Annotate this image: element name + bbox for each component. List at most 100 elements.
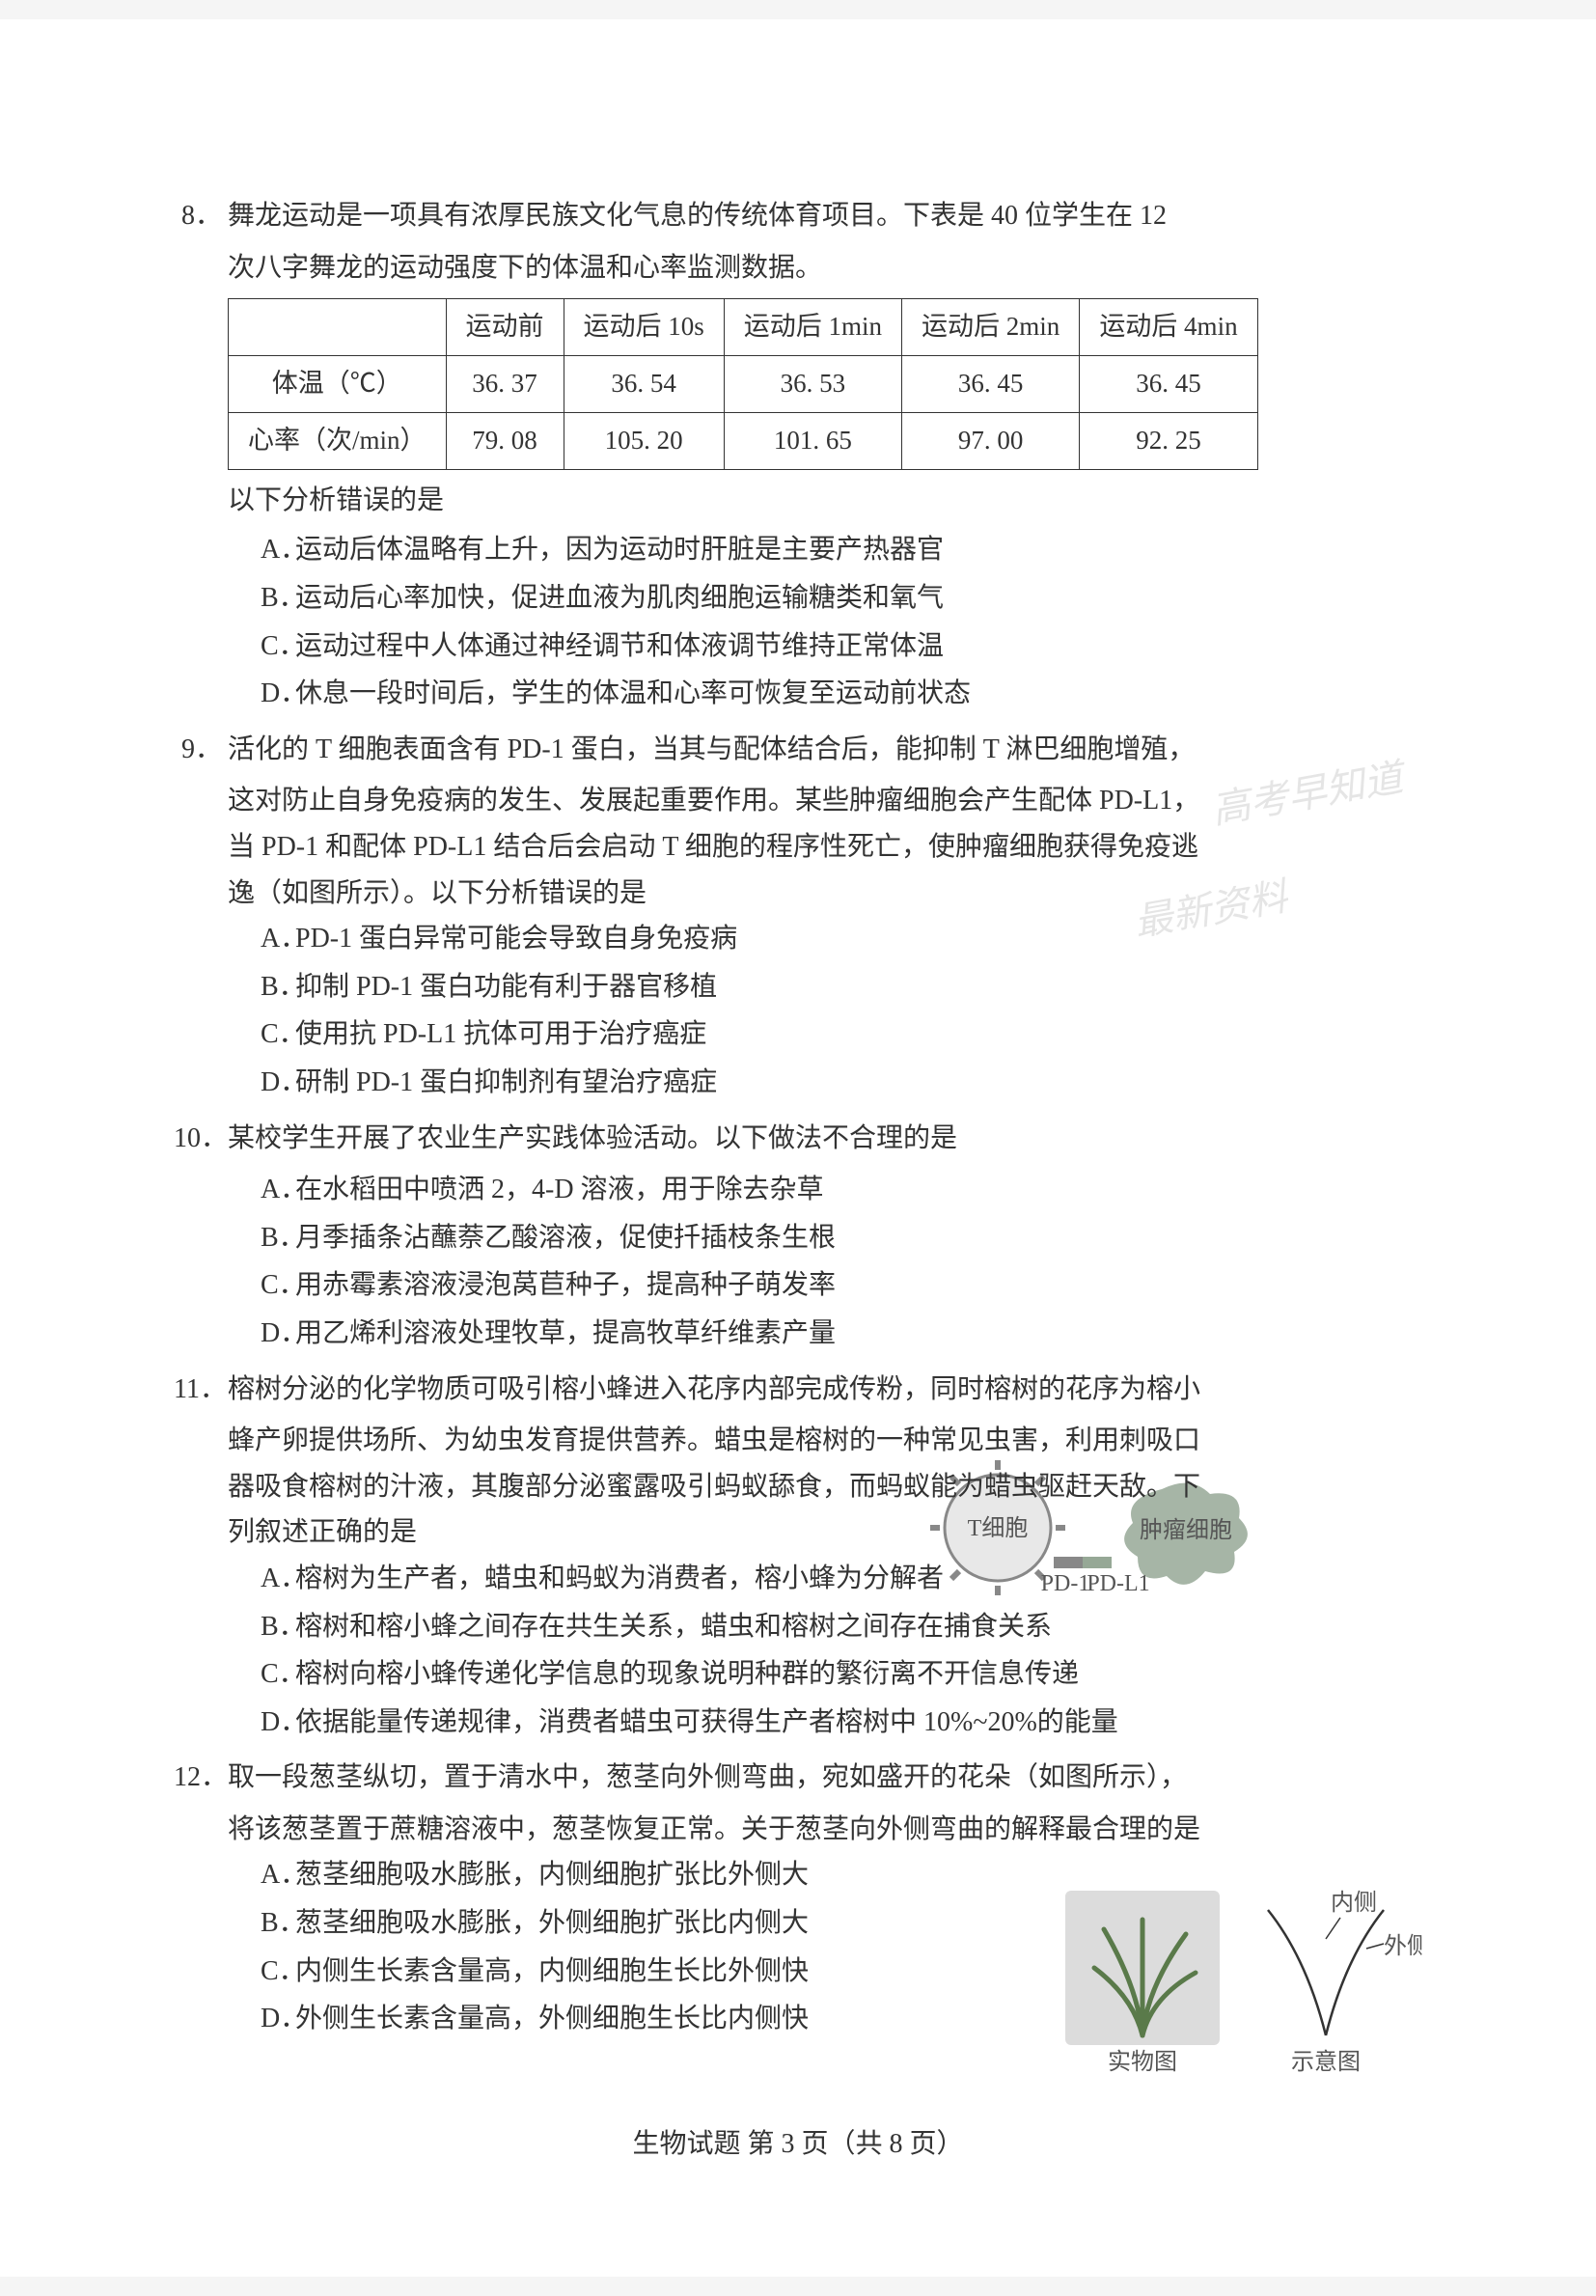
q11-stem-line1: 11．榕树分泌的化学物质可吸引榕小蜂进入花序内部完成传粉，同时榕树的花序为榕小 <box>174 1367 1422 1413</box>
q8-option-d-text: 休息一段时间后，学生的体温和心率可恢复至运动前状态 <box>295 678 971 708</box>
option-label-a: A． <box>261 916 295 962</box>
table-header-cell: 运动后 1min <box>724 299 901 356</box>
q8-option-d: D．休息一段时间后，学生的体温和心率可恢复至运动前状态 <box>261 671 1422 717</box>
table-row: 体温（℃） 36. 37 36. 54 36. 53 36. 45 36. 45 <box>229 356 1258 413</box>
q11-options: A．榕树为生产者，蜡虫和蚂蚁为消费者，榕小蜂为分解者 B．榕树和榕小蜂之间存在共… <box>261 1556 1422 1745</box>
q9-option-b: B．抑制 PD-1 蛋白功能有利于器官移植 <box>261 964 975 1010</box>
option-label-a: A． <box>261 1167 295 1213</box>
q8-data-table: 运动前 运动后 10s 运动后 1min 运动后 2min 运动后 4min 体… <box>228 298 1258 470</box>
table-cell: 92. 25 <box>1080 412 1257 469</box>
q11-option-b: B．榕树和榕小蜂之间存在共生关系，蜡虫和榕树之间存在捕食关系 <box>261 1604 1422 1650</box>
q12-option-c-text: 内侧生长素含量高，内侧细胞生长比外侧快 <box>295 1956 809 1986</box>
q11-option-a-text: 榕树为生产者，蜡虫和蚂蚁为消费者，榕小蜂为分解者 <box>295 1563 944 1593</box>
q8-option-a: A．运动后体温略有上升，因为运动时肝脏是主要产热器官 <box>261 527 1422 573</box>
q9-option-a: A．PD-1 蛋白异常可能会导致自身免疫病 <box>261 916 975 962</box>
option-label-c: C． <box>261 1949 295 1995</box>
q8-option-c-text: 运动过程中人体通过神经调节和体液调节维持正常体温 <box>295 631 944 661</box>
q11-option-b-text: 榕树和榕小蜂之间存在共生关系，蜡虫和榕树之间存在捕食关系 <box>295 1612 1052 1642</box>
q9-option-a-text: PD-1 蛋白异常可能会导致自身免疫病 <box>295 924 737 954</box>
option-label-c: C． <box>261 1011 295 1058</box>
q12-option-c: C．内侧生长素含量高，内侧细胞生长比外侧快 <box>261 1949 975 1995</box>
table-cell: 101. 65 <box>724 412 901 469</box>
q9-stem-line2: 这对防止自身免疫病的发生、发展起重要作用。某些肿瘤细胞会产生配体 PD-L1， <box>228 778 1422 824</box>
photo-label: 实物图 <box>1108 2049 1177 2075</box>
q12-option-d-text: 外侧生长素含量高，外侧细胞生长比内侧快 <box>295 2004 809 2033</box>
q9-number: 9． <box>174 727 222 773</box>
q12-stem-line2: 将该葱茎置于蔗糖溶液中，葱茎恢复正常。关于葱茎向外侧弯曲的解释最合理的是 <box>228 1807 1422 1853</box>
q11-option-c: C．榕树向榕小蜂传递化学信息的现象说明种群的繁衍离不开信息传递 <box>261 1651 1422 1698</box>
q12-options: A．葱茎细胞吸水膨胀，内侧细胞扩张比外侧大 B．葱茎细胞吸水膨胀，外侧细胞扩张比… <box>261 1852 975 2041</box>
page-footer: 生物试题 第 3 页（共 8 页） <box>0 2122 1596 2161</box>
option-label-b: B． <box>261 1900 295 1947</box>
option-label-d: D． <box>261 1060 295 1106</box>
table-header-row: 运动前 运动后 10s 运动后 1min 运动后 2min 运动后 4min <box>229 299 1258 356</box>
table-header-cell: 运动前 <box>446 299 564 356</box>
option-label-c: C． <box>261 1651 295 1698</box>
q8-stem-line1: 8．舞龙运动是一项具有浓厚民族文化气息的传统体育项目。下表是 40 位学生在 1… <box>174 193 1422 239</box>
q8-option-c: C．运动过程中人体通过神经调节和体液调节维持正常体温 <box>261 623 1422 670</box>
q11-option-c-text: 榕树向榕小蜂传递化学信息的现象说明种群的繁衍离不开信息传递 <box>295 1659 1079 1689</box>
q9-stem-text1: 活化的 T 细胞表面含有 PD-1 蛋白，当其与配体结合后，能抑制 T 淋巴细胞… <box>228 734 1195 764</box>
option-label-b: B． <box>261 1604 295 1650</box>
table-header-cell <box>229 299 447 356</box>
option-label-c: C． <box>261 623 295 670</box>
table-cell: 97. 00 <box>902 412 1080 469</box>
q10-stem-text: 某校学生开展了农业生产实践体验活动。以下做法不合理的是 <box>228 1123 957 1153</box>
q10-option-a: A．在水稻田中喷洒 2，4-D 溶液，用于除去杂草 <box>261 1167 1422 1213</box>
option-label-d: D． <box>261 1996 295 2042</box>
q9-stem-line1: 9．活化的 T 细胞表面含有 PD-1 蛋白，当其与配体结合后，能抑制 T 淋巴… <box>174 727 1422 773</box>
q10-number: 10． <box>174 1116 222 1162</box>
q11-number: 11． <box>174 1367 222 1413</box>
q11-stem-line2: 蜂产卵提供场所、为幼虫发育提供营养。蜡虫是榕树的一种常见虫害，利用刺吸口 <box>228 1418 1422 1464</box>
q8-number: 8． <box>174 193 222 239</box>
table-row: 心率（次/min） 79. 08 105. 20 101. 65 97. 00 … <box>229 412 1258 469</box>
q10-option-b-text: 月季插条沾蘸萘乙酸溶液，促使扦插枝条生根 <box>295 1223 836 1253</box>
q8-option-b-text: 运动后心率加快，促进血液为肌肉细胞运输糖类和氧气 <box>295 583 944 613</box>
table-cell: 36. 54 <box>564 356 724 413</box>
q10-option-b: B．月季插条沾蘸萘乙酸溶液，促使扦插枝条生根 <box>261 1215 1422 1261</box>
option-label-b: B． <box>261 575 295 622</box>
table-cell: 79. 08 <box>446 412 564 469</box>
q8-option-b: B．运动后心率加快，促进血液为肌肉细胞运输糖类和氧气 <box>261 575 1422 622</box>
table-cell: 105. 20 <box>564 412 724 469</box>
q9-option-d-text: 研制 PD-1 蛋白抑制剂有望治疗癌症 <box>295 1067 717 1097</box>
table-cell: 心率（次/min） <box>229 412 447 469</box>
table-cell: 36. 45 <box>1080 356 1257 413</box>
option-label-d: D． <box>261 671 295 717</box>
table-header-cell: 运动后 4min <box>1080 299 1257 356</box>
q9-option-b-text: 抑制 PD-1 蛋白功能有利于器官移植 <box>295 972 717 1002</box>
q12-stem-text1: 取一段葱茎纵切，置于清水中，葱茎向外侧弯曲，宛如盛开的花朵（如图所示）， <box>228 1762 1187 1792</box>
q8-stem-text1: 舞龙运动是一项具有浓厚民族文化气息的传统体育项目。下表是 40 位学生在 12 <box>228 201 1167 231</box>
q12-option-a-text: 葱茎细胞吸水膨胀，内侧细胞扩张比外侧大 <box>295 1860 809 1890</box>
question-9: 9．活化的 T 细胞表面含有 PD-1 蛋白，当其与配体结合后，能抑制 T 淋巴… <box>174 727 1422 1106</box>
q9-stem-line3: 当 PD-1 和配体 PD-L1 结合后会启动 T 细胞的程序性死亡，使肿瘤细胞… <box>228 824 1422 871</box>
q11-stem-text1: 榕树分泌的化学物质可吸引榕小蜂进入花序内部完成传粉，同时榕树的花序为榕小 <box>228 1374 1200 1404</box>
q10-stem: 10．某校学生开展了农业生产实践体验活动。以下做法不合理的是 <box>174 1116 1422 1162</box>
option-label-a: A． <box>261 1556 295 1602</box>
q10-options: A．在水稻田中喷洒 2，4-D 溶液，用于除去杂草 B．月季插条沾蘸萘乙酸溶液，… <box>261 1167 1422 1356</box>
question-11: 11．榕树分泌的化学物质可吸引榕小蜂进入花序内部完成传粉，同时榕树的花序为榕小 … <box>174 1367 1422 1746</box>
q12-option-b-text: 葱茎细胞吸水膨胀，外侧细胞扩张比内侧大 <box>295 1908 809 1938</box>
table-header-cell: 运动后 10s <box>564 299 724 356</box>
table-cell: 36. 45 <box>902 356 1080 413</box>
q10-option-d: D．用乙烯利溶液处理牧草，提高牧草纤维素产量 <box>261 1311 1422 1357</box>
q11-stem-line3: 器吸食榕树的汁液，其腹部分泌蜜露吸引蚂蚁舔食，而蚂蚁能为蜡虫驱赶天敌。下 <box>228 1464 1422 1510</box>
option-label-b: B． <box>261 964 295 1010</box>
q9-stem-line4: 逸（如图所示）。以下分析错误的是 <box>228 871 1422 917</box>
option-label-d: D． <box>261 1311 295 1357</box>
q12-option-a: A．葱茎细胞吸水膨胀，内侧细胞扩张比外侧大 <box>261 1852 975 1898</box>
table-cell: 体温（℃） <box>229 356 447 413</box>
table-cell: 36. 53 <box>724 356 901 413</box>
q12-number: 12． <box>174 1755 222 1801</box>
option-label-b: B． <box>261 1215 295 1261</box>
table-header-cell: 运动后 2min <box>902 299 1080 356</box>
schematic-label: 示意图 <box>1291 2049 1361 2075</box>
q8-prompt: 以下分析错误的是 <box>228 478 1422 524</box>
outer-label: 外侧 <box>1384 1933 1422 1959</box>
q8-options: A．运动后体温略有上升，因为运动时肝脏是主要产热器官 B．运动后心率加快，促进血… <box>261 527 1422 716</box>
q8-stem-line2: 次八字舞龙的运动强度下的体温和心率监测数据。 <box>228 245 1422 291</box>
question-10: 10．某校学生开展了农业生产实践体验活动。以下做法不合理的是 A．在水稻田中喷洒… <box>174 1116 1422 1357</box>
inner-label: 内侧 <box>1331 1890 1377 1916</box>
option-label-c: C． <box>261 1262 295 1309</box>
question-8: 8．舞龙运动是一项具有浓厚民族文化气息的传统体育项目。下表是 40 位学生在 1… <box>174 193 1422 717</box>
